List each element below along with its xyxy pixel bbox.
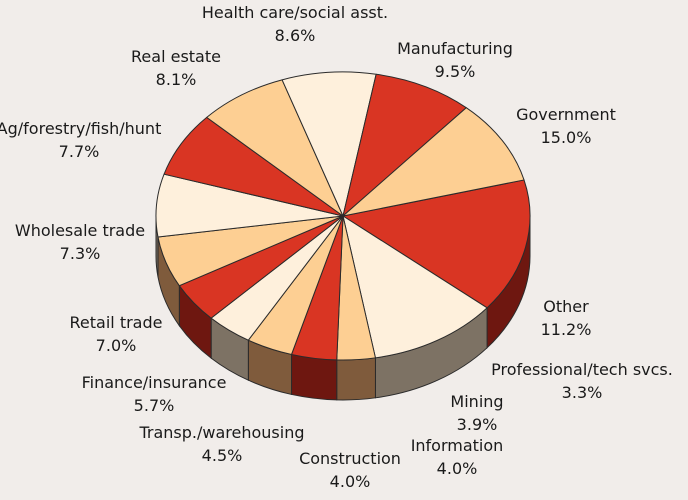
slice-label-other: Other [543,297,589,316]
slice-value-real-estate: 8.1% [156,70,197,89]
slice-label-manufacturing: Manufacturing [397,39,513,58]
slice-value-wholesale-trade: 7.3% [60,244,101,263]
slice-value-transp-warehousing: 4.5% [202,446,243,465]
slice-value-retail-trade: 7.0% [96,336,137,355]
slice-label-transp-warehousing: Transp./warehousing [138,423,304,442]
slice-value-ag-forestry-fish-hunt: 7.7% [59,142,100,161]
slice-label-retail-trade: Retail trade [70,313,163,332]
slice-value-health-care-social-asst: 8.6% [275,26,316,45]
slice-label-construction: Construction [299,449,401,468]
slice-value-information: 4.0% [437,459,478,478]
slice-value-other: 11.2% [541,320,592,339]
slice-label-ag-forestry-fish-hunt: Ag/forestry/fish/hunt [0,119,161,138]
slice-label-finance-insurance: Finance/insurance [82,373,227,392]
pie-top-face [155,71,531,361]
slice-health-care-social-asst [342,73,467,217]
slice-label-government: Government [516,105,616,124]
slice-value-professional-tech-svcs: 3.3% [562,383,603,402]
side-wall-mining [291,353,338,401]
slice-label-information: Information [411,436,504,455]
side-wall-professional-tech-svcs [336,357,376,401]
slice-label-mining: Mining [450,392,503,411]
slice-value-finance-insurance: 5.7% [134,396,175,415]
slice-label-professional-tech-svcs: Professional/tech svcs. [491,360,673,379]
slice-value-manufacturing: 9.5% [435,62,476,81]
slice-value-government: 15.0% [541,128,592,147]
slice-value-mining: 3.9% [457,415,498,434]
slice-label-real-estate: Real estate [131,47,221,66]
slice-label-wholesale-trade: Wholesale trade [15,221,145,240]
slice-government [342,179,531,309]
slice-other [342,215,488,359]
slice-manufacturing [342,107,525,217]
pie-side-walls [155,215,531,401]
slice-label-health-care-social-asst: Health care/social asst. [202,3,388,22]
slice-real-estate [281,71,377,217]
slice-value-construction: 4.0% [330,472,371,491]
slice-labels: Government 15.0% Other 11.2% Professional/te… [0,3,673,491]
